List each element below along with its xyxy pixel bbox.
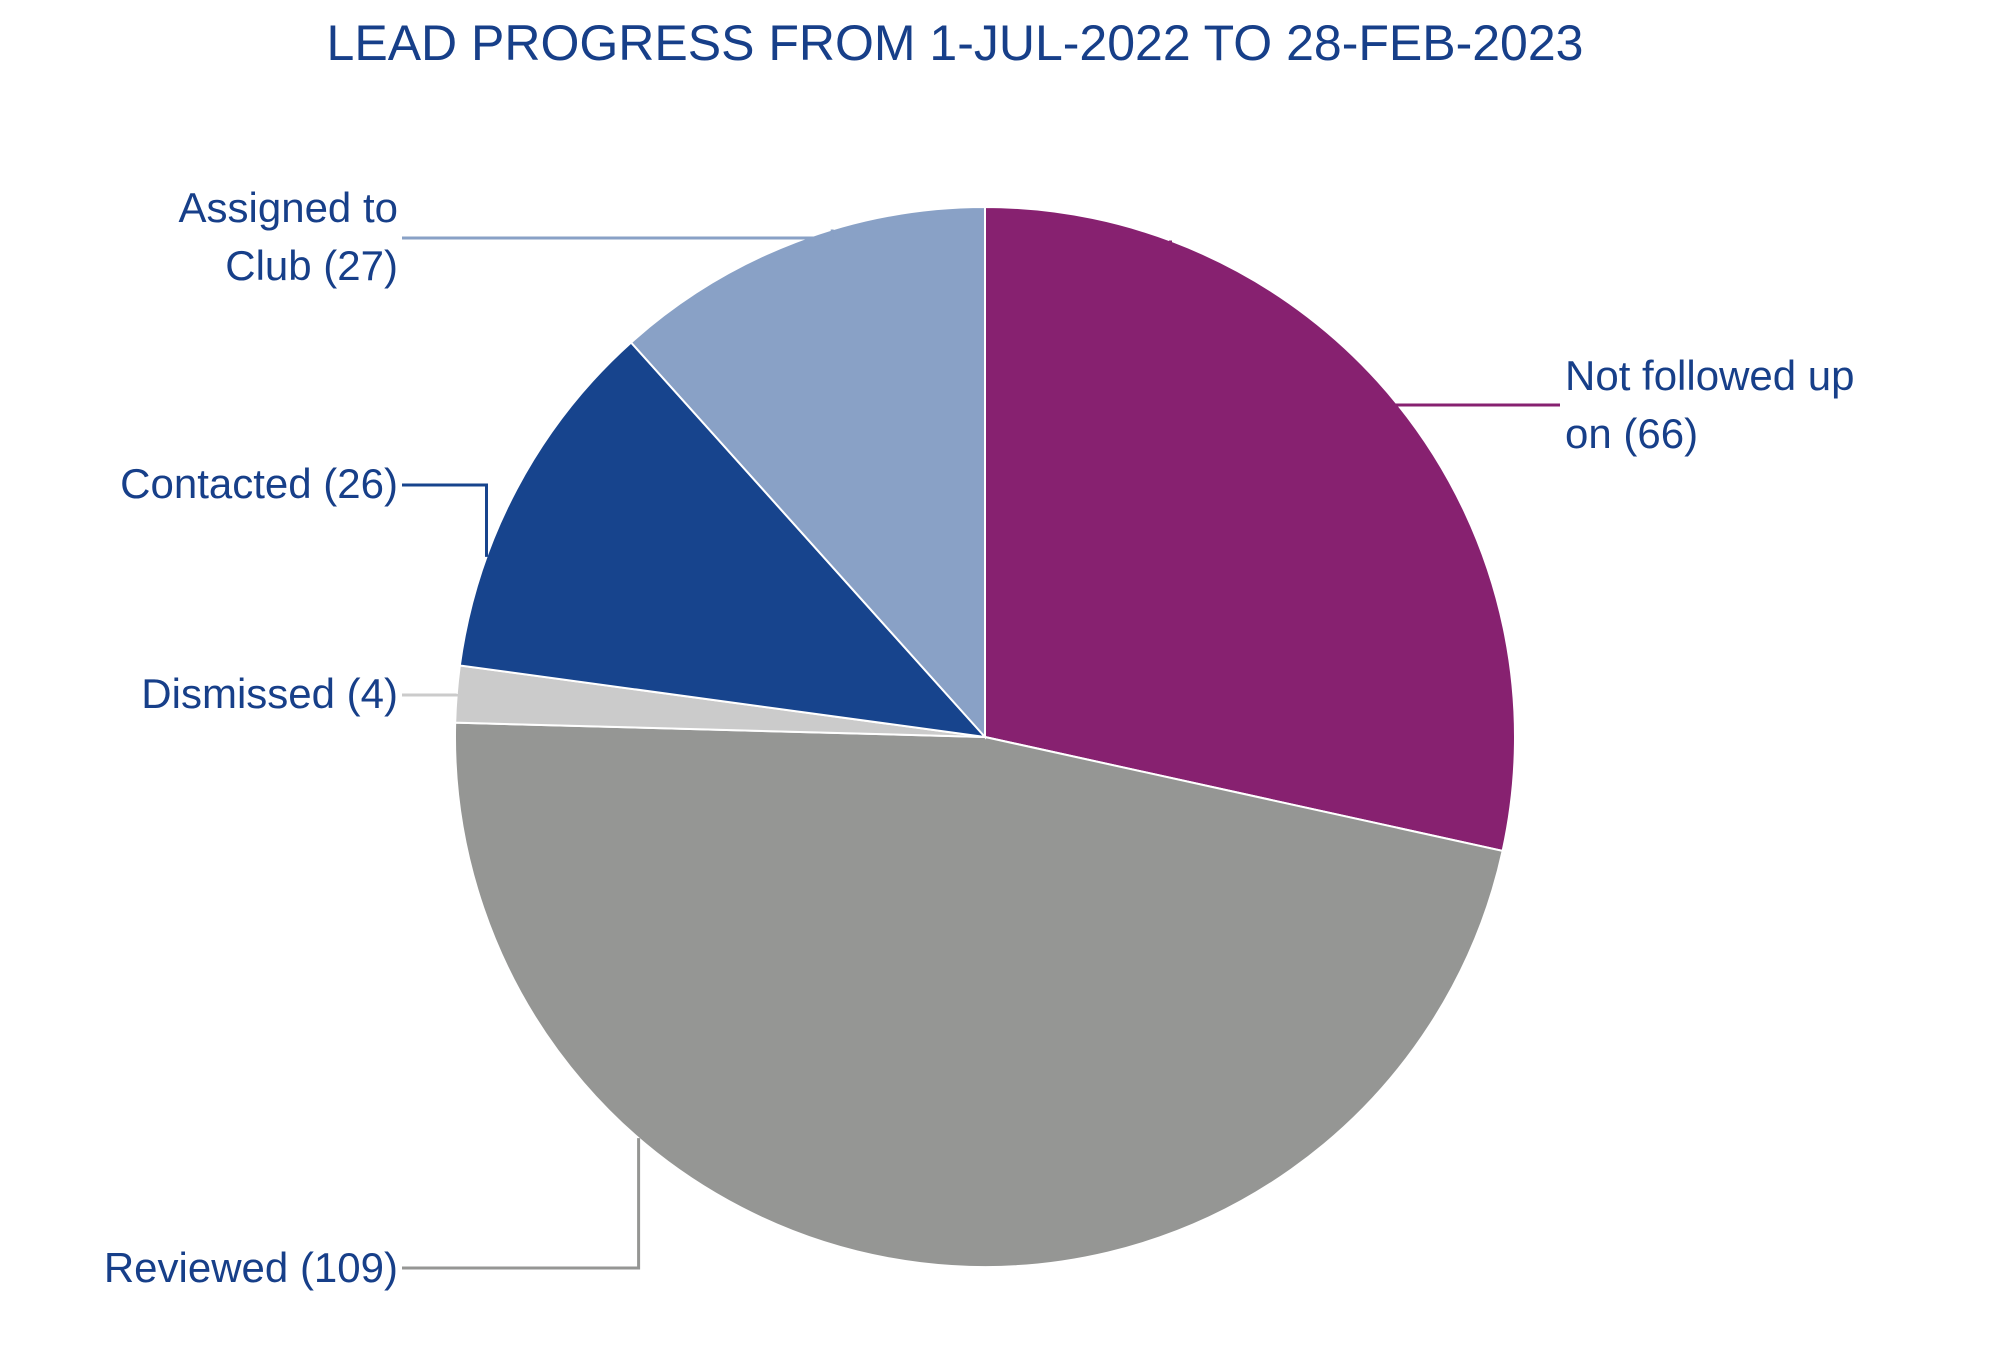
- pie-slice-reviewed: [454, 721, 1504, 1268]
- slice-label-line: Dismissed (4): [141, 670, 398, 717]
- leader-lines: [402, 229, 1560, 1270]
- slice-label-not-followed-up-on: Not followed up on (66): [1565, 352, 1855, 457]
- pie-slice-assigned-to-club: [629, 205, 986, 740]
- slice-labels: Not followed up on (66) Reviewed (109) Dism…: [104, 184, 1855, 1291]
- slice-label-line: Reviewed (109): [104, 1244, 398, 1291]
- slice-label-dismissed: Dismissed (4): [141, 670, 398, 717]
- slice-label-line: Not followed up: [1565, 352, 1855, 399]
- slice-label-assigned-to-club: Assigned to Club (27): [179, 184, 398, 289]
- slice-label-line: Contacted (26): [120, 460, 398, 507]
- leader-line-contacted: [402, 483, 488, 557]
- leader-line-not-followed-up-on: [1169, 240, 1560, 407]
- leader-line-dismissed: [402, 693, 459, 697]
- slice-label-line: Club (27): [225, 242, 398, 289]
- chart-title: LEAD PROGRESS FROM 1-JUL-2022 TO 28-FEB-…: [327, 15, 1584, 71]
- slice-label-reviewed: Reviewed (109): [104, 1244, 398, 1291]
- slice-label-line: on (66): [1565, 410, 1698, 457]
- slice-label-contacted: Contacted (26): [120, 460, 398, 507]
- pie-slices: [454, 205, 1516, 1268]
- leader-line-reviewed: [402, 1138, 641, 1270]
- slice-label-line: Assigned to: [179, 184, 398, 231]
- leader-line-assigned-to-club: [402, 229, 834, 240]
- pie-slice-contacted: [458, 341, 988, 739]
